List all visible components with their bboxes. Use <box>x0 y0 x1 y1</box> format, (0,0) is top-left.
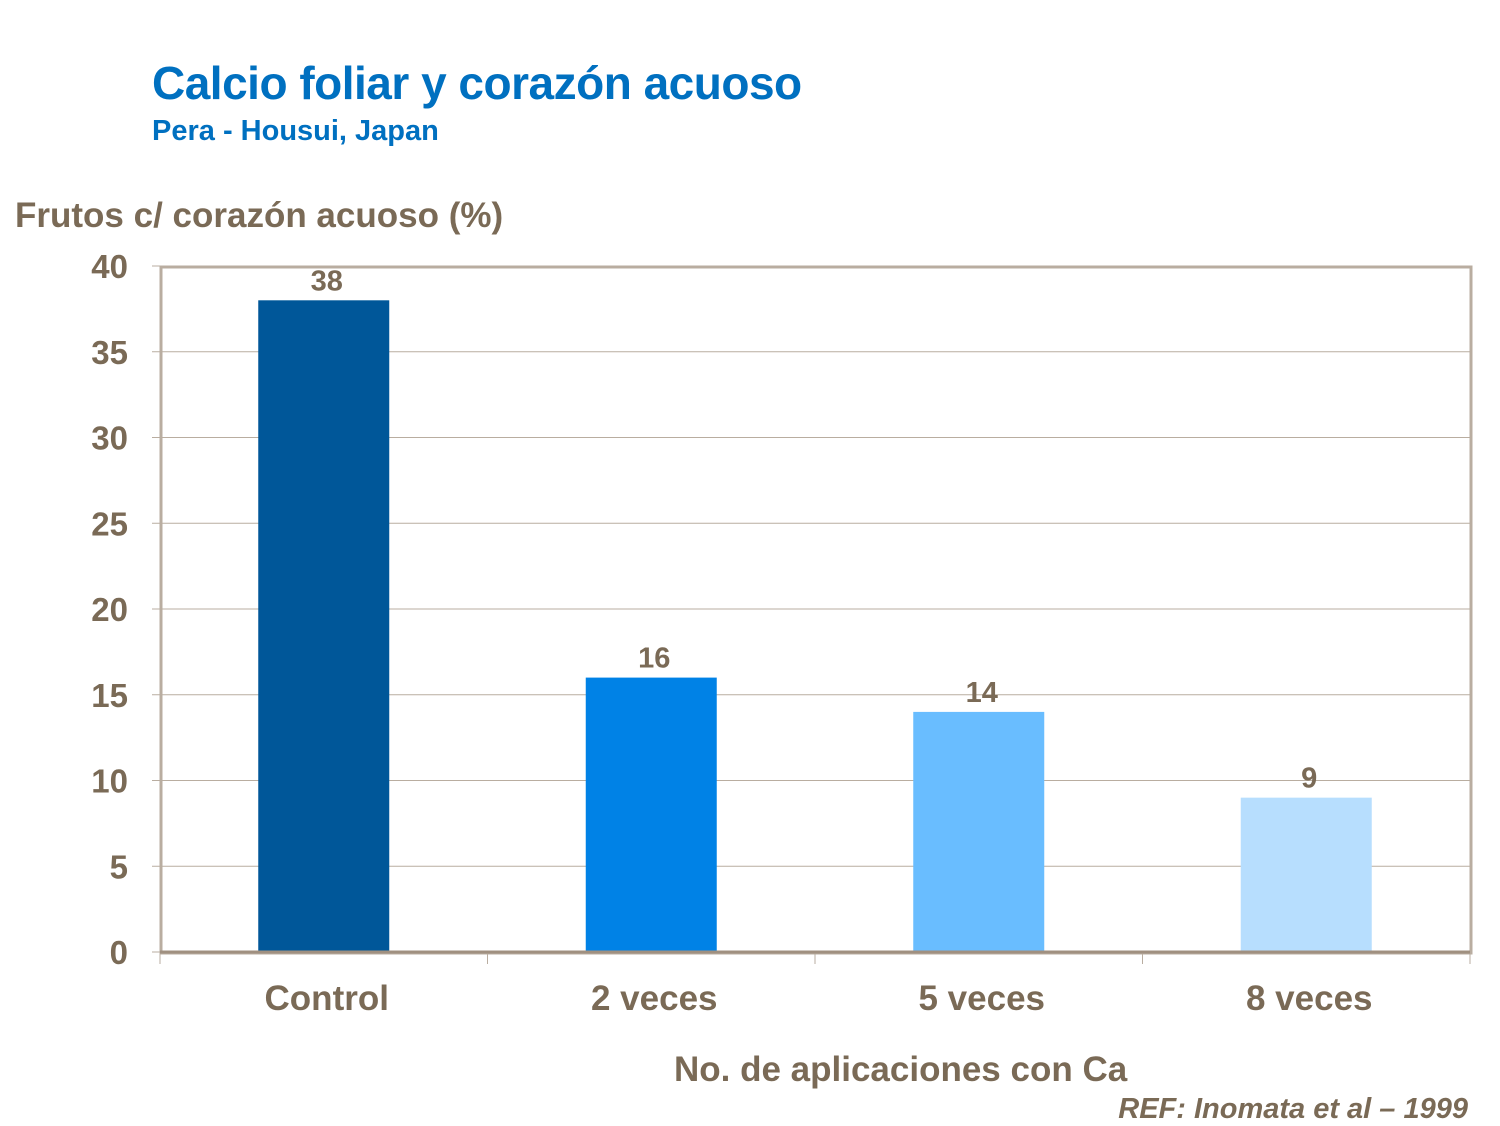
x-tick-label: 8 veces <box>1246 979 1373 1018</box>
x-tick-label: 5 veces <box>918 979 1045 1018</box>
reference-note: REF: Inomata et al – 1999 <box>1118 1093 1468 1125</box>
bar <box>585 677 717 952</box>
bar <box>1240 797 1372 952</box>
y-tick-label: 35 <box>91 334 128 371</box>
bar <box>913 711 1045 952</box>
chart-title: Calcio foliar y corazón acuoso <box>152 57 802 109</box>
bar <box>258 300 390 952</box>
x-tick-label: Control <box>265 979 389 1018</box>
y-tick-label: 15 <box>91 677 128 714</box>
y-axis-label: Frutos c/ corazón acuoso (%) <box>15 196 504 235</box>
data-label: 16 <box>638 643 670 675</box>
x-axis-label: No. de aplicaciones con Ca <box>674 1050 1128 1089</box>
x-tick-label: 2 veces <box>591 979 718 1018</box>
chart-subtitle: Pera - Housui, Japan <box>152 115 439 147</box>
y-tick-label: 10 <box>91 763 128 800</box>
y-tick-label: 0 <box>110 934 128 971</box>
y-tick-label: 30 <box>91 420 128 457</box>
data-label: 14 <box>966 677 998 709</box>
y-tick-label: 25 <box>91 505 128 542</box>
y-tick-label: 20 <box>91 591 128 628</box>
data-label: 9 <box>1301 763 1317 795</box>
y-tick-label: 40 <box>91 248 128 285</box>
data-label: 38 <box>311 265 343 297</box>
y-tick-label: 5 <box>110 848 128 885</box>
